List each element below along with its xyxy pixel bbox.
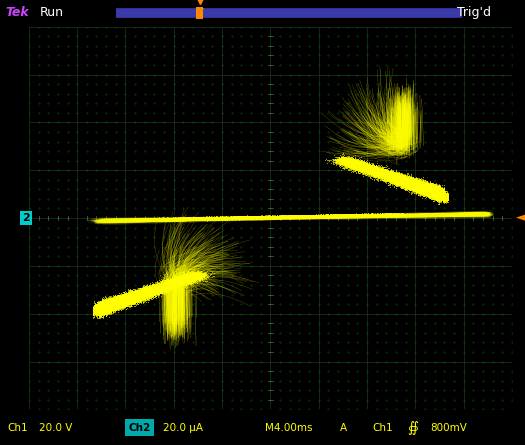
Text: 20.0 V: 20.0 V <box>39 423 73 433</box>
Text: Tek: Tek <box>5 6 29 20</box>
Text: Ch1: Ch1 <box>373 423 393 433</box>
Text: Run: Run <box>39 6 64 20</box>
Text: M4.00ms: M4.00ms <box>265 423 312 433</box>
Text: 2: 2 <box>23 213 30 223</box>
Text: Trig'd: Trig'd <box>457 6 491 20</box>
Text: 800mV: 800mV <box>430 423 467 433</box>
Text: Ch1: Ch1 <box>8 423 28 433</box>
Text: ◄: ◄ <box>516 211 525 225</box>
Text: T: T <box>196 8 203 18</box>
Text: A: A <box>340 423 348 433</box>
Text: 20.0 μA: 20.0 μA <box>163 423 203 433</box>
Text: Ch2: Ch2 <box>129 423 151 433</box>
Text: T: T <box>197 12 202 20</box>
Text: ∯: ∯ <box>407 421 418 435</box>
